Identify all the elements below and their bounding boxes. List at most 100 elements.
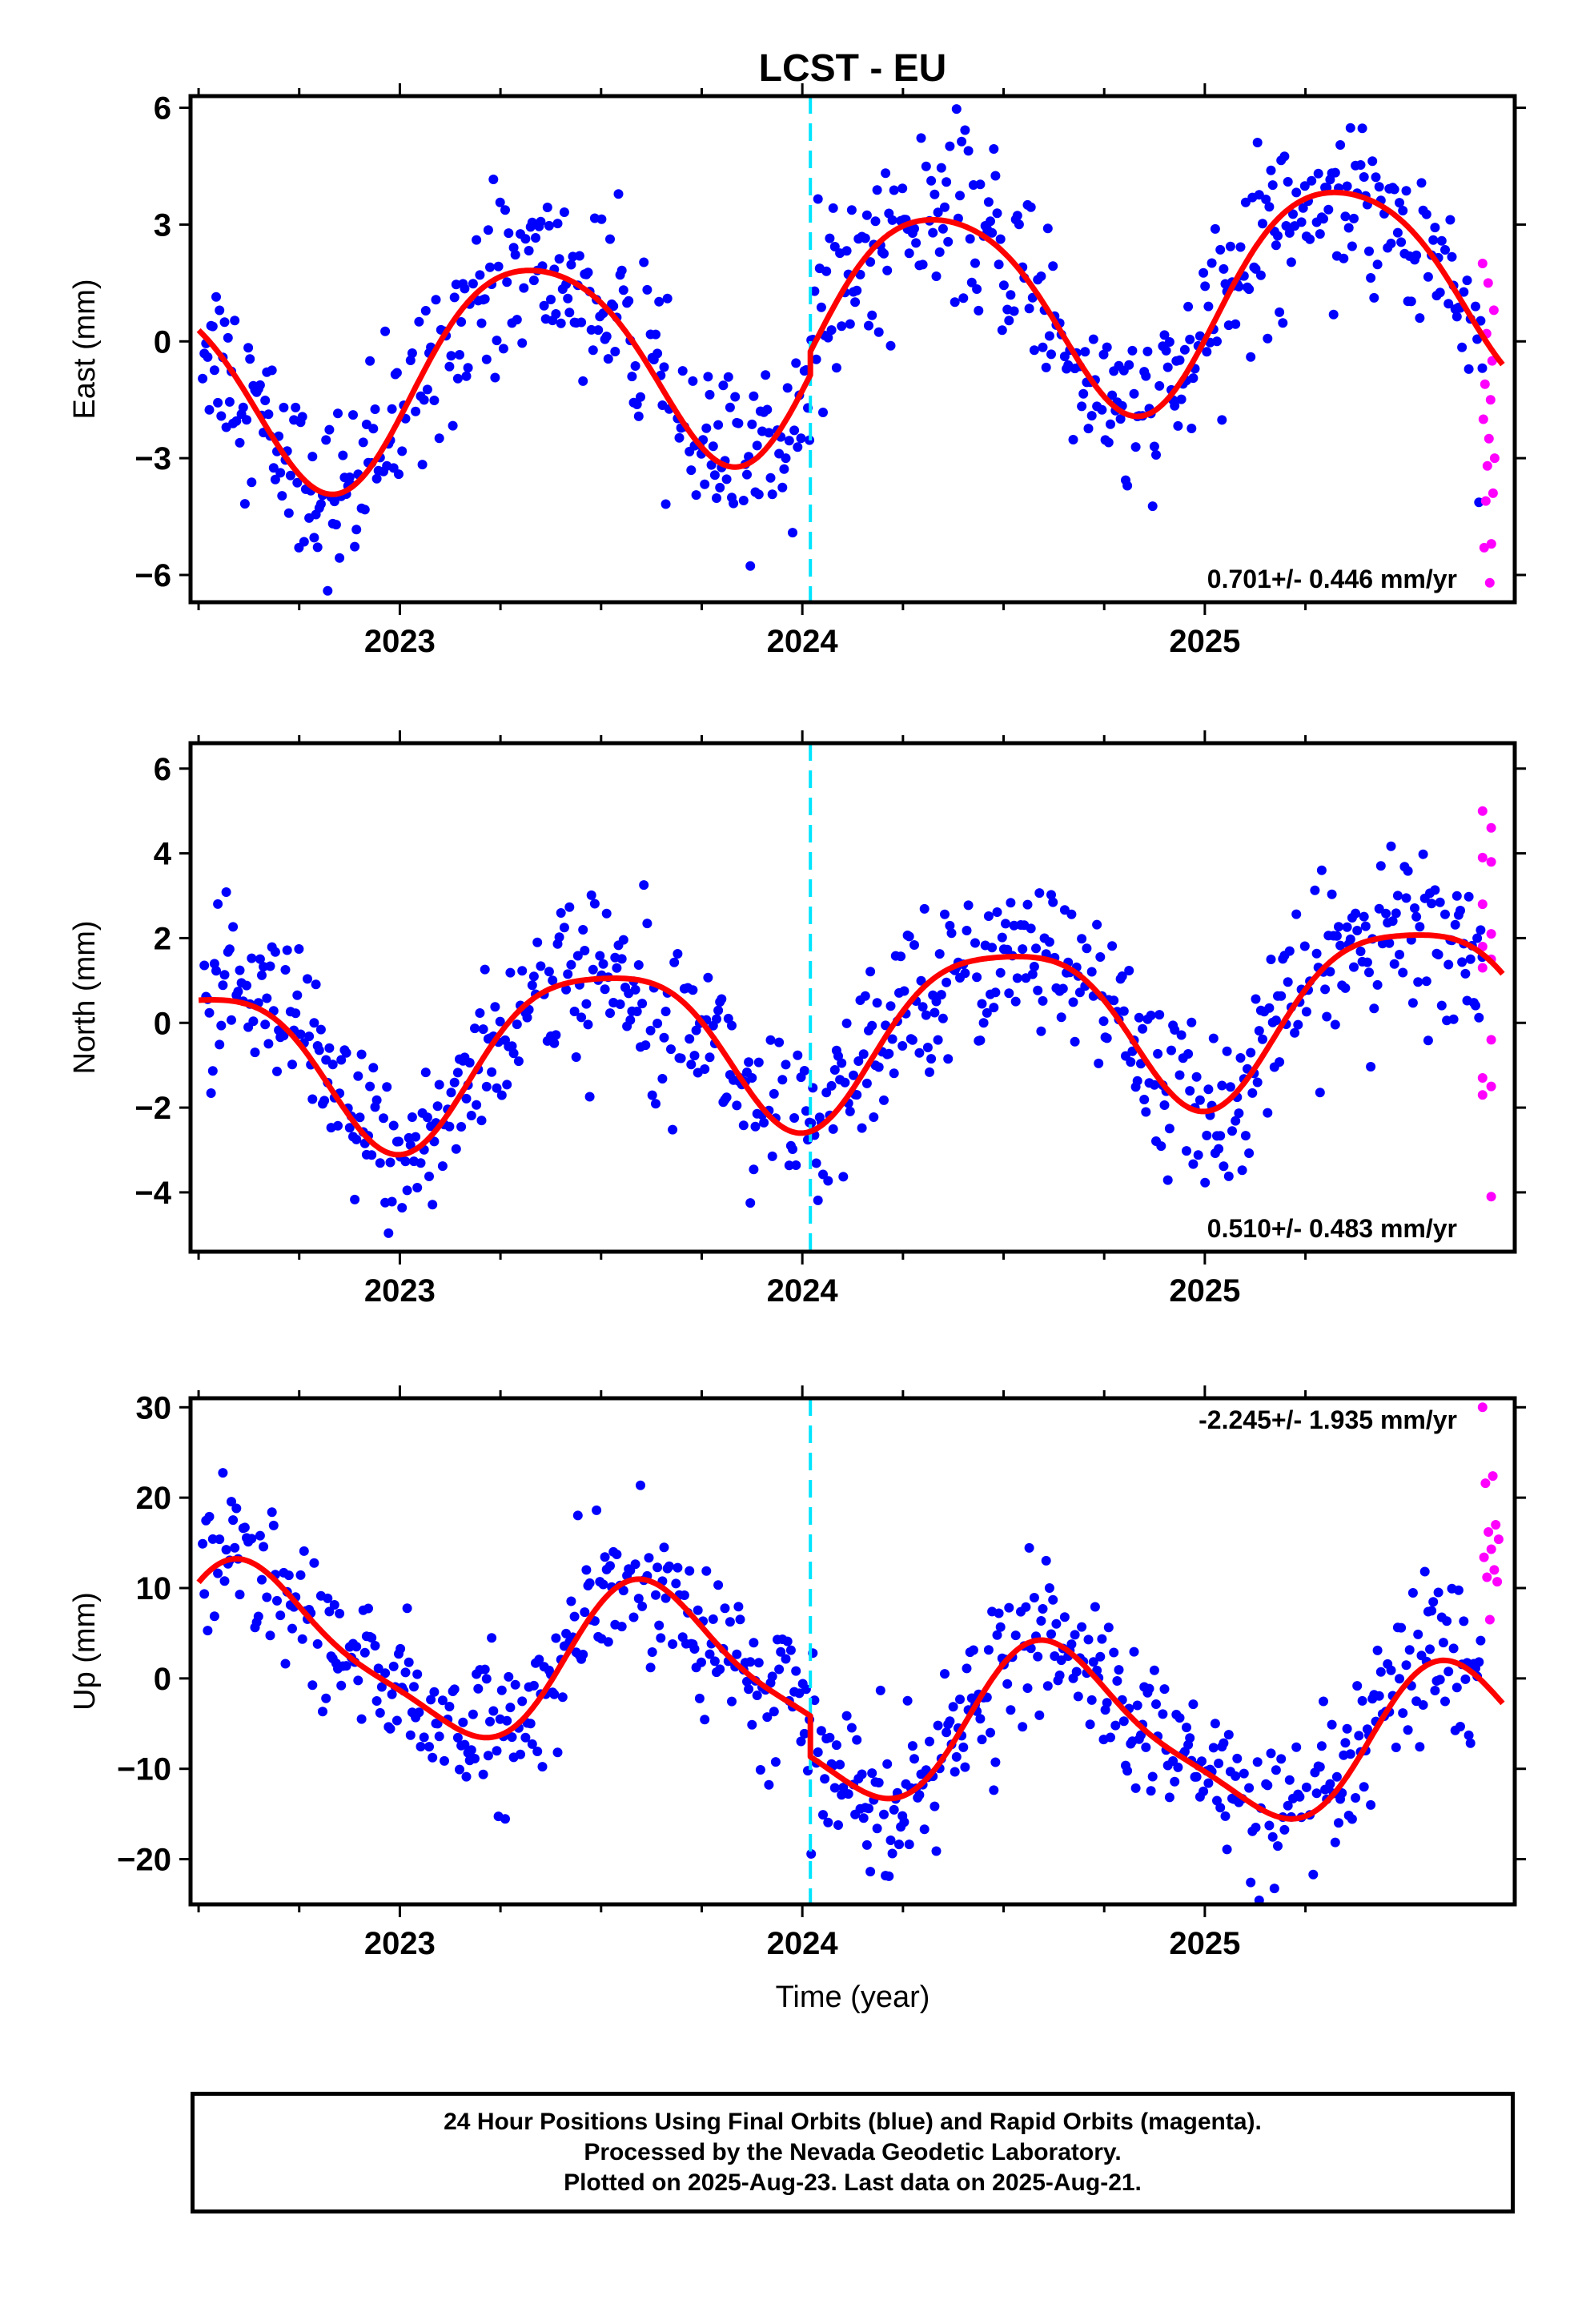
data-point [639, 257, 649, 267]
data-point [277, 491, 287, 501]
data-point [668, 1639, 678, 1649]
data-point [1046, 1629, 1056, 1639]
data-point [394, 469, 404, 480]
data-point [861, 1839, 872, 1850]
data-point [685, 1566, 695, 1576]
rapid-point [1482, 1572, 1492, 1582]
data-point [1203, 1778, 1214, 1788]
data-point [909, 223, 919, 234]
data-point [1310, 885, 1320, 895]
data-point [1088, 334, 1098, 344]
data-point [1077, 401, 1087, 412]
data-point [926, 1054, 937, 1064]
data-point [781, 453, 791, 464]
data-point [669, 957, 680, 967]
data-point [1185, 334, 1195, 344]
data-point [857, 1123, 867, 1133]
rapid-point [1480, 1478, 1491, 1489]
data-point [1127, 345, 1138, 356]
data-point [647, 1647, 657, 1657]
data-point [709, 1656, 720, 1667]
data-point [1117, 971, 1127, 981]
data-point [371, 1095, 382, 1105]
data-point [870, 216, 881, 227]
rapid-point [1486, 1192, 1496, 1202]
data-point [512, 315, 522, 325]
data-point [725, 1617, 735, 1627]
data-point [1174, 355, 1185, 365]
data-point [826, 325, 837, 336]
data-point [1411, 250, 1422, 260]
data-point [584, 1092, 595, 1102]
data-point [206, 1088, 216, 1098]
data-point [735, 1614, 745, 1625]
data-point [1151, 1699, 1161, 1709]
data-point [1293, 1019, 1303, 1030]
data-point [1029, 345, 1039, 356]
rapid-point [1486, 1081, 1496, 1092]
data-point [517, 1696, 528, 1707]
data-point [1327, 889, 1337, 899]
data-point [715, 482, 725, 493]
data-point [505, 1703, 516, 1713]
data-point [464, 1058, 475, 1068]
data-point [1225, 1082, 1235, 1092]
data-point [353, 1071, 363, 1081]
data-point [1046, 349, 1056, 360]
data-point [404, 1657, 414, 1667]
data-point [1046, 890, 1056, 900]
data-point [1401, 186, 1411, 196]
data-point [242, 415, 251, 425]
data-point [1457, 342, 1468, 352]
data-point [843, 1789, 853, 1799]
data-point [1288, 209, 1298, 219]
data-point [239, 1522, 250, 1533]
data-point [616, 1622, 627, 1632]
data-point [228, 1515, 239, 1526]
data-point [1436, 1000, 1447, 1011]
data-point [588, 345, 598, 356]
data-point [998, 280, 1009, 291]
data-point [1327, 1719, 1337, 1730]
data-point [618, 935, 628, 945]
data-point [793, 1050, 803, 1060]
data-point [1331, 1771, 1342, 1782]
data-point [309, 1018, 319, 1028]
data-point [1149, 441, 1159, 452]
data-point [1038, 995, 1048, 1006]
y-axis-label: Up (mm) [68, 1592, 102, 1711]
data-point [826, 1080, 837, 1091]
data-point [1276, 991, 1287, 1001]
data-point [777, 1075, 788, 1085]
data-point [1387, 916, 1398, 927]
data-point [733, 418, 744, 428]
data-point [625, 1015, 636, 1025]
data-point [715, 1664, 725, 1675]
data-point [299, 537, 309, 547]
y-tick-label: 2 [154, 921, 171, 956]
data-point [481, 1674, 492, 1684]
data-point [1254, 190, 1264, 200]
data-point [1222, 1046, 1232, 1056]
data-point [227, 1497, 236, 1507]
data-point [703, 972, 713, 983]
y-tick-label: 10 [136, 1571, 172, 1606]
data-point [1464, 1730, 1474, 1740]
data-point [230, 1542, 240, 1553]
data-point [1212, 336, 1222, 347]
data-point [713, 1005, 724, 1015]
up-panel: −20 −10 0 10 20 30 2023 2024 2025 Up (mm) -2.245+/… [68, 1385, 1526, 1961]
data-point [500, 205, 510, 215]
data-point [813, 1747, 823, 1757]
data-point [752, 440, 762, 451]
data-point [1349, 213, 1359, 223]
data-point [657, 1074, 668, 1084]
data-point [753, 489, 764, 500]
data-point [481, 354, 492, 364]
data-point [633, 411, 644, 421]
data-point [1440, 245, 1450, 255]
data-point [989, 1785, 999, 1795]
data-point [1435, 897, 1445, 907]
data-point [628, 1612, 639, 1622]
data-point [860, 233, 870, 243]
